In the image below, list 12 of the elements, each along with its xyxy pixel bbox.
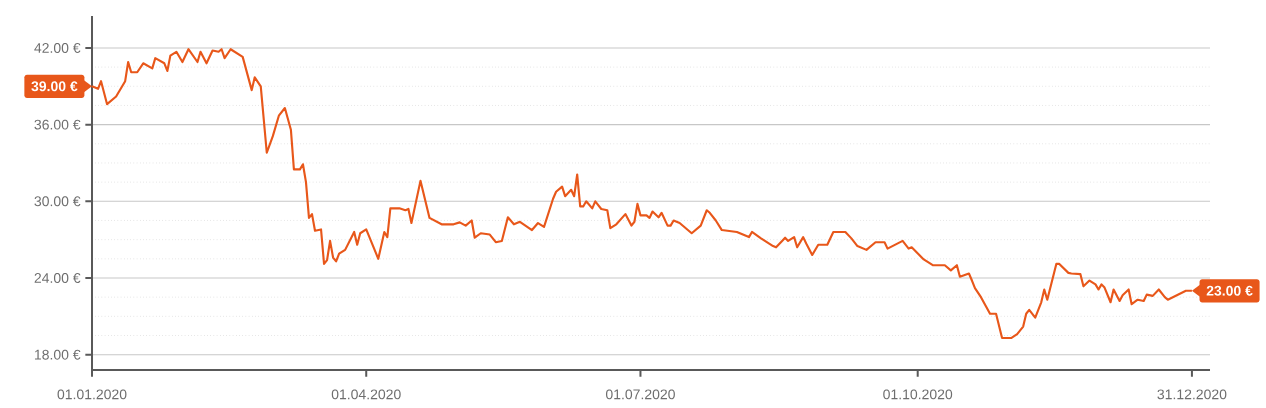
x-tick-label: 01.10.2020 [883, 389, 953, 400]
x-tick-label: 31.12.2020 [1157, 389, 1227, 400]
annotation: 39.00 € [31, 81, 78, 92]
y-tick-label: 24.00 € [34, 273, 81, 283]
y-tick-label: 36.00 € [34, 119, 81, 130]
y-tick-label: 42.00 € [34, 43, 81, 53]
y-tick-label: 30.00 € [34, 196, 81, 207]
x-tick-label: 01.04.2020 [331, 389, 401, 400]
annotation: 23.00 € [1206, 285, 1253, 296]
x-tick-label: 01.01.2020 [57, 389, 127, 400]
y-tick-label: 18.00 € [34, 349, 81, 360]
x-tick-label: 01.07.2020 [605, 389, 675, 400]
